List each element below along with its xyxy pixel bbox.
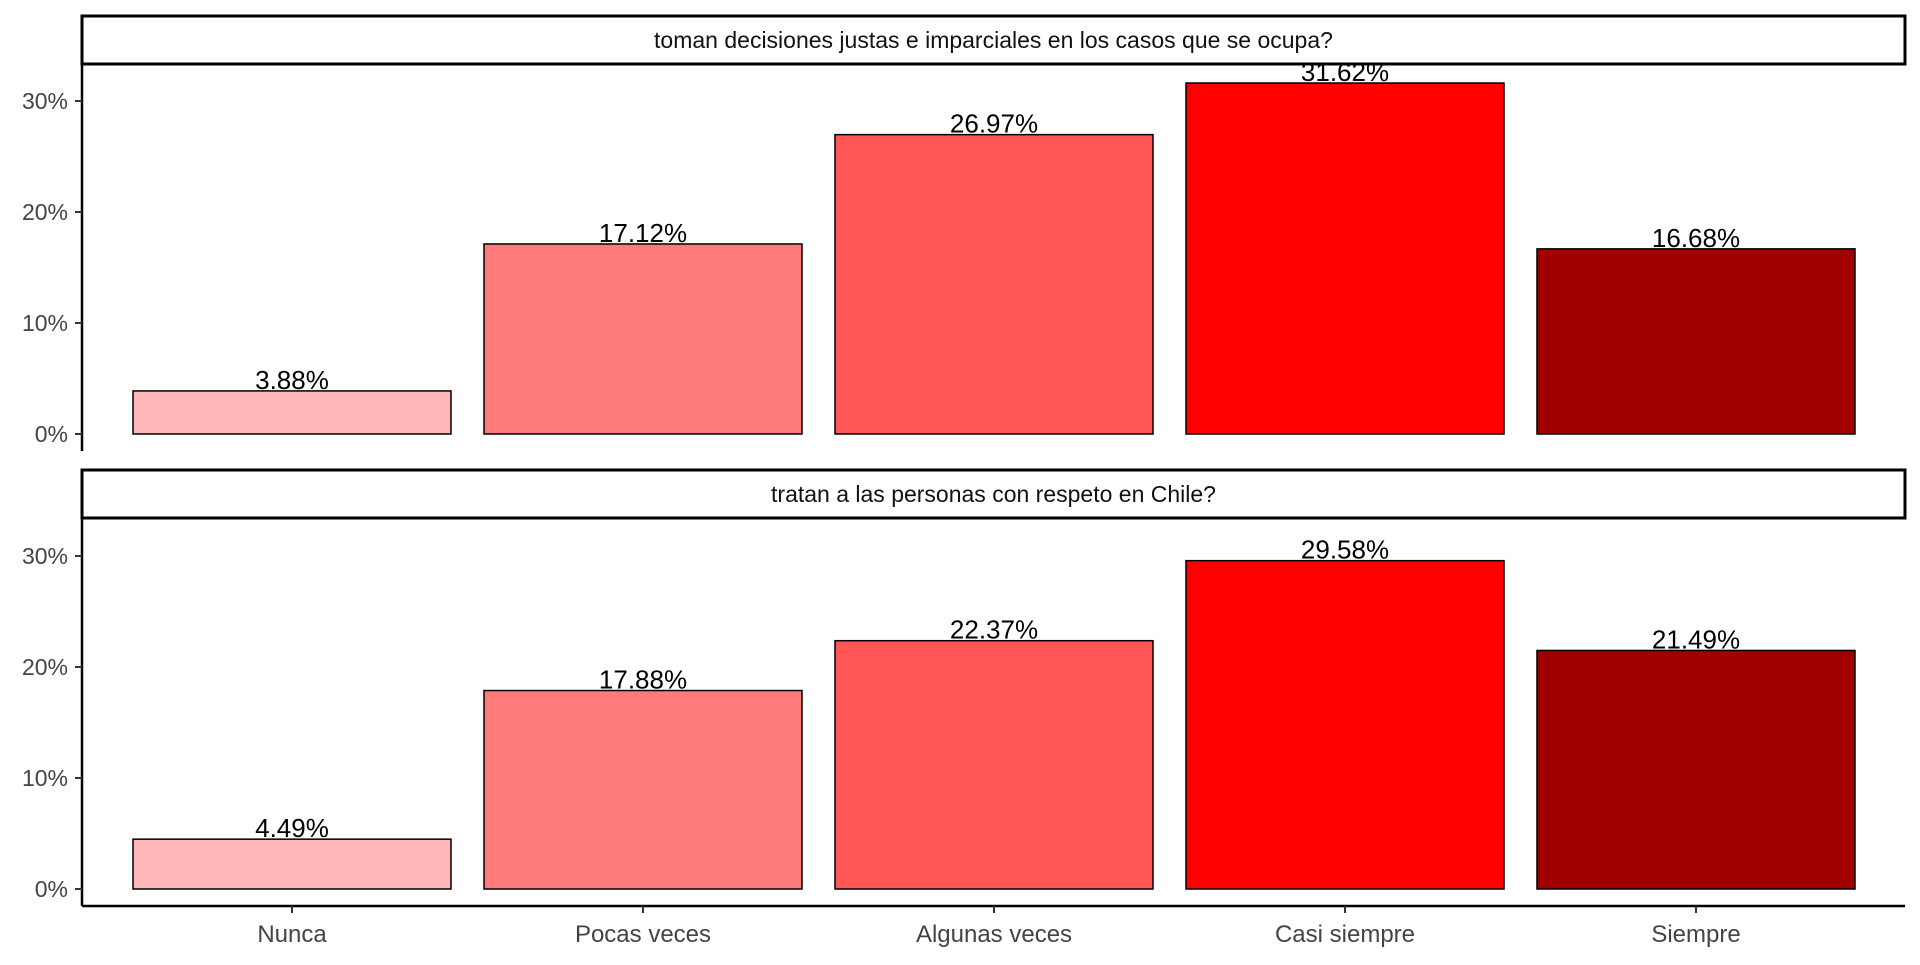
y-tick-label: 30% [22, 543, 68, 569]
x-tick-label: Siempre [1651, 921, 1740, 948]
facet-strip-overlay [80, 14, 1907, 66]
x-tick-label: Nunca [257, 921, 327, 948]
bar-casi-siempre [1185, 559, 1505, 890]
x-tick-label: Algunas veces [916, 921, 1072, 948]
data-label: 29.58% [1301, 535, 1389, 565]
data-label: 4.49% [255, 813, 329, 843]
data-label: 16.68% [1652, 223, 1740, 253]
y-tick-label: 20% [22, 654, 68, 680]
bar-algunas-veces [834, 639, 1154, 890]
bar-siempre [1536, 248, 1856, 435]
data-label: 21.49% [1652, 624, 1740, 654]
facet-panel-2: tratan a las personas con respeto en Chi… [22, 468, 1907, 906]
bar-casi-siempre [1185, 82, 1505, 435]
facet-panel-1: toman decisiones justas e imparciales en… [22, 14, 1907, 451]
bar-siempre [1536, 649, 1856, 890]
bar-nunca [132, 390, 452, 435]
facet-strip-overlay [80, 468, 1907, 520]
bar-pocas-veces [483, 243, 803, 435]
data-label: 22.37% [950, 615, 1038, 645]
x-tick-label: Casi siempre [1275, 921, 1415, 948]
y-tick-label: 0% [35, 421, 68, 447]
facet-strip-title-overlay: tratan a las personas con respeto en Chi… [771, 481, 1216, 507]
y-tick-label: 20% [22, 199, 68, 225]
facet-strip-title-overlay: toman decisiones justas e imparciales en… [654, 27, 1333, 53]
data-label: 17.12% [599, 218, 687, 248]
x-tick-label: Pocas veces [575, 921, 711, 948]
data-label: 26.97% [950, 109, 1038, 139]
y-tick-label: 30% [22, 88, 68, 114]
bar-nunca [132, 838, 452, 890]
y-tick-label: 10% [22, 765, 68, 791]
bar-algunas-veces [834, 133, 1154, 435]
data-label: 17.88% [599, 665, 687, 695]
bar-pocas-veces [483, 689, 803, 890]
data-label: 3.88% [255, 365, 329, 395]
y-tick-label: 0% [35, 876, 68, 902]
y-tick-label: 10% [22, 310, 68, 336]
